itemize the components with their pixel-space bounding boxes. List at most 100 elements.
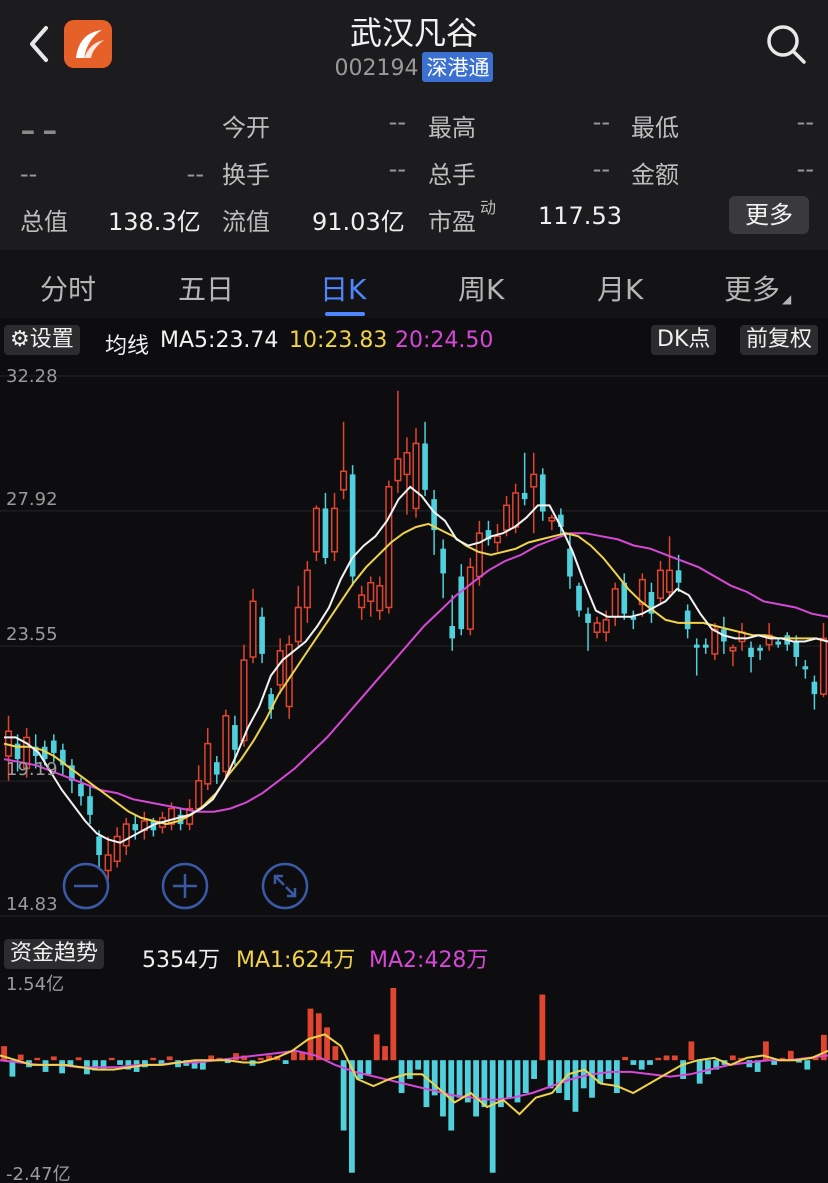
tab-monthly-k[interactable]: 月K [597,273,644,306]
candle-body [602,619,610,633]
fund-bar [539,994,546,1061]
candle-body [475,532,483,578]
candle-body [412,442,420,510]
candle-body [548,516,556,522]
candle-body [693,644,700,648]
fund-bar [150,1057,157,1061]
settings-button[interactable]: ⚙设置 [4,325,80,355]
fund-bar [398,1060,405,1094]
fund-bar [771,1060,778,1065]
tab-daily-k[interactable]: 日K [320,273,367,306]
high-label: 最高 [428,114,476,142]
current-price: -- [20,104,64,155]
fund-bar [729,1055,736,1061]
fund-bar [415,1060,422,1070]
fullscreen-icon[interactable] [261,862,309,910]
tab-intraday[interactable]: 分时 [40,273,97,306]
candle-body [376,585,384,612]
fund-bar [92,1060,99,1071]
fund-bar [456,1060,463,1098]
fund-bar [796,1060,802,1063]
kline-chart[interactable]: 32.28 27.92 23.55 19.19 14.83 [0,362,828,930]
candle-body [576,585,582,611]
period-tabs: 分时 五日 日K 周K 月K 更多 ◢ [0,250,828,318]
pe-value: 117.53 [538,202,622,230]
candle-body [611,588,619,618]
candle-body [69,765,75,781]
candle-body [303,569,311,609]
fund-bar [705,1060,711,1075]
candle-body [259,616,265,654]
fund-bar [382,1046,388,1061]
y-tick-label: 14.83 [6,894,58,915]
fund-bar [50,1056,57,1061]
stock-code-row: 002194 深港通 [0,52,828,82]
candle-body [702,644,709,648]
candle-body [466,566,474,630]
fund-bar [224,1060,231,1064]
candle-body [819,637,828,695]
volume-label: 总手 [428,161,476,189]
fund-bar [373,1034,380,1061]
fund-trend-value: 5354万 [142,948,220,973]
candle-body [422,443,428,490]
triangle-down-icon: ◢ [782,292,792,306]
candle-body [757,647,763,651]
fund-bar [506,1060,513,1098]
fund-bar [531,1060,537,1079]
tab-weekly-k[interactable]: 周K [458,273,505,306]
fund-bar [589,1060,595,1098]
zoom-in-icon[interactable] [161,862,209,910]
tab-more[interactable]: 更多 ◢ [724,268,791,308]
back-arrow-icon[interactable] [24,22,54,66]
y-tick-label: 32.28 [6,366,58,387]
fund-ma1-value: MA1:624万 [236,948,356,973]
fund-trend-chart[interactable]: 1.54亿 -2.47亿 [0,972,828,1183]
fund-trend-button[interactable]: 资金趋势 [4,939,105,969]
candle-body [458,576,465,630]
candle-body [14,743,21,760]
more-quote-button[interactable]: 更多 [729,196,809,234]
candle-body [621,582,628,614]
fund-bar [688,1041,695,1061]
fund-bar [291,1050,297,1061]
candle-body [530,473,538,488]
fund-trend-row: 资金趋势 5354万 MA1:624万 MA2:428万 [0,934,828,973]
fund-bar [522,1060,529,1094]
fund-bar [324,1027,330,1061]
search-icon[interactable] [764,22,808,66]
candle-body [276,650,284,686]
candle-body [294,606,302,643]
candle-body [204,742,212,785]
fund-bar [340,1060,347,1131]
fund-bar [390,988,397,1061]
candle-body [684,610,691,630]
fund-bar [738,1057,744,1061]
fund-bar [357,1060,364,1079]
fund-bar [158,1060,165,1065]
price-adjust-button[interactable]: 前复权 [740,325,819,355]
candle-body [440,548,446,574]
fund-bar [630,1060,637,1065]
ma20-line [3,532,828,813]
fund-bar [108,1057,115,1061]
gear-icon: ⚙ [10,327,30,352]
candle-body [675,570,682,583]
tab-five-day[interactable]: 五日 [178,273,235,306]
ma10-line [3,522,828,826]
indicator-row: ⚙设置 均线 MA5:23.74 10:23.83 20:24.50 DK点 前… [0,320,828,360]
fund-bar [365,1060,372,1075]
candle-body [104,854,112,872]
candle-body [232,725,238,750]
amount-value: -- [796,155,814,183]
zoom-out-icon[interactable] [62,862,110,910]
fund-ma1-line [0,1033,828,1116]
pe-dynamic-mark: 动 [480,198,497,217]
active-tab-indicator [325,312,365,316]
fund-bar [166,1056,173,1061]
fund-bar [199,1060,206,1070]
candle-body [322,508,329,558]
dk-point-button[interactable]: DK点 [651,325,717,355]
fund-bar [613,1060,620,1094]
float-cap-value: 91.03亿 [312,208,405,236]
